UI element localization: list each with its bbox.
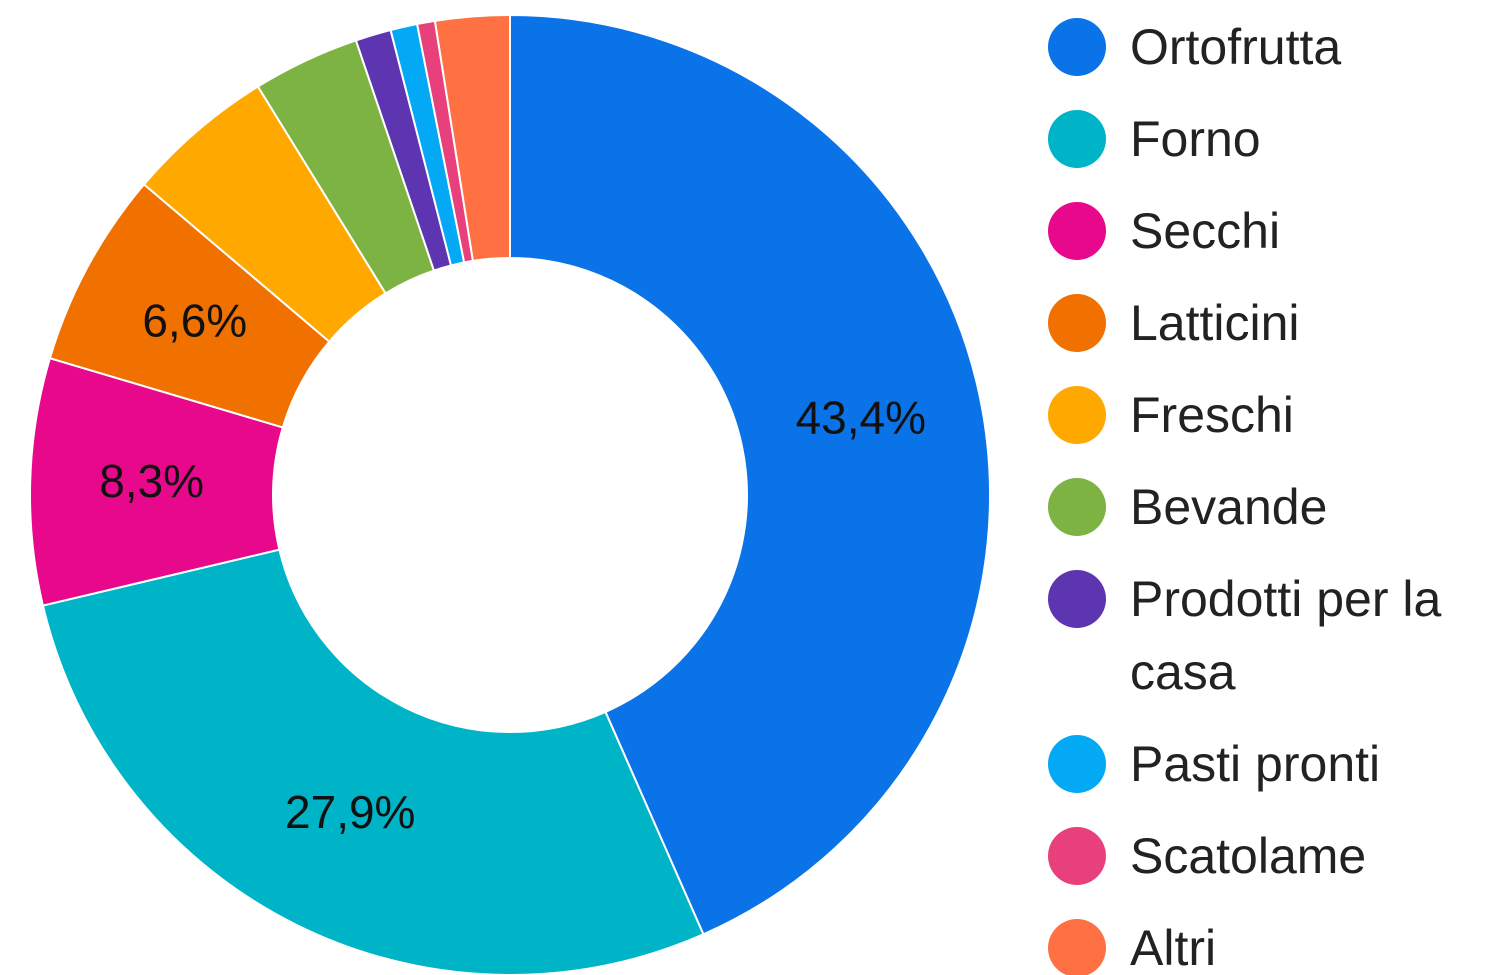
legend-swatch [1048,735,1106,793]
legend-swatch [1048,827,1106,885]
legend-item: Scatolame [1048,810,1488,902]
legend-label: Prodotti per la casa [1130,570,1442,700]
legend-item: Latticini [1048,277,1488,369]
legend-label: Bevande [1130,478,1328,535]
legend-item: Ortofrutta [1048,1,1488,93]
legend-item: Freschi [1048,369,1488,461]
legend-label: Secchi [1130,202,1281,259]
slice [41,548,705,975]
legend-label: Freschi [1130,386,1294,443]
legend-label: Altri [1130,919,1217,975]
legend-swatch [1048,570,1106,628]
legend-item: Forno [1048,93,1488,185]
legend-swatch [1048,386,1106,444]
legend-item: Prodotti per la casa [1048,553,1488,718]
legend-item: Secchi [1048,185,1488,277]
legend-label: Scatolame [1130,827,1367,884]
legend-swatch [1048,294,1106,352]
legend-swatch [1048,18,1106,76]
data-label: 27,9% [285,786,415,838]
legend-label: Pasti pronti [1130,735,1381,792]
donut: 43,4% 27,9% 8,3% 6,6% [29,13,991,975]
data-label: 6,6% [142,294,247,346]
legend-swatch [1048,919,1106,975]
slice [509,13,991,936]
data-label: 8,3% [99,455,204,507]
legend: Ortofrutta Forno Secchi Latticini Freschi Bev… [1048,1,1488,975]
slice [433,13,511,263]
legend-item: Altri [1048,902,1488,975]
data-label: 43,4% [796,391,926,443]
legend-label: Latticini [1130,294,1300,351]
legend-swatch [1048,202,1106,260]
legend-item: Pasti pronti [1048,718,1488,810]
legend-swatch [1048,110,1106,168]
legend-swatch [1048,478,1106,536]
legend-item: Bevande [1048,461,1488,553]
legend-label: Forno [1130,110,1261,167]
legend-label: Ortofrutta [1130,18,1342,75]
